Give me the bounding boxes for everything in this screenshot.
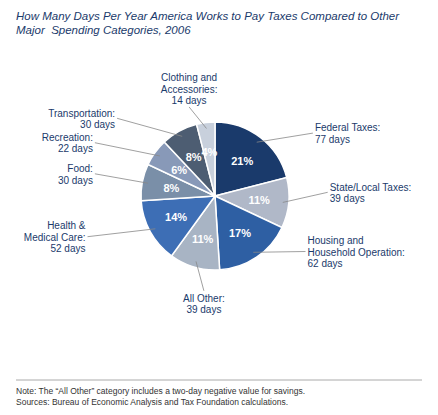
text-line: State/Local Taxes: xyxy=(330,181,412,192)
text-line: 62 days xyxy=(308,258,343,269)
text-line: 77 days xyxy=(315,133,350,144)
text-line: All Other: xyxy=(183,292,225,303)
category-label: Housing andHousehold Operation:62 days xyxy=(308,235,405,269)
data-label: 11% xyxy=(192,233,214,245)
text-line: Health & xyxy=(47,220,86,231)
data-label: 8% xyxy=(186,151,202,163)
text-line: Food: xyxy=(67,163,93,174)
text-line: 22 days xyxy=(58,143,93,154)
text-line: 52 days xyxy=(50,243,85,254)
text-line: Note: The “All Other” category includes … xyxy=(16,386,305,396)
text-line: Transportation: xyxy=(48,107,115,118)
text-line: Federal Taxes: xyxy=(315,122,380,133)
category-label: Transportation:30 days xyxy=(48,107,115,130)
leader-line xyxy=(95,143,160,156)
note: Note: The “All Other” category includes … xyxy=(16,386,305,407)
chart: How Many Days Per Year America Works to … xyxy=(0,0,438,415)
leader-line xyxy=(88,229,156,237)
text-line: Clothing and xyxy=(161,72,217,83)
text-line: Accessories: xyxy=(161,83,218,94)
data-label: 4% xyxy=(201,146,217,158)
text-line: How Many Days Per Year America Works to … xyxy=(16,10,400,22)
separator xyxy=(16,380,422,381)
text-line: Recreation: xyxy=(42,131,93,142)
data-label: 14% xyxy=(165,211,187,223)
slice xyxy=(215,196,282,270)
text-line: 30 days xyxy=(58,174,93,185)
leader-line xyxy=(189,107,206,129)
data-label: 6% xyxy=(171,164,187,176)
leader-line xyxy=(257,133,313,142)
leader-line xyxy=(283,192,328,202)
data-label: 8% xyxy=(163,182,179,194)
data-label: 17% xyxy=(229,227,251,239)
text-line: 39 days xyxy=(186,304,221,315)
text-line: Major Spending Categories, 2006 xyxy=(16,24,191,36)
category-label: All Other:39 days xyxy=(183,292,225,315)
text-line: 39 days xyxy=(330,193,365,204)
text-line: Household Operation: xyxy=(308,246,405,257)
text-line: Housing and xyxy=(308,235,364,246)
category-label: State/Local Taxes:39 days xyxy=(330,181,412,204)
category-label: Health &Medical Care:52 days xyxy=(24,220,86,254)
category-label: Clothing andAccessories:14 days xyxy=(161,72,218,106)
data-label: 11% xyxy=(248,194,270,206)
text-line: 30 days xyxy=(80,119,115,130)
pie: 21%11%17%11%14%8%6%8%4%Federal Taxes:77 … xyxy=(24,72,411,315)
category-label: Food:30 days xyxy=(58,163,93,186)
leader-line xyxy=(95,174,148,183)
leader-line xyxy=(117,118,182,136)
leader-line xyxy=(196,261,204,290)
category-label: Federal Taxes:77 days xyxy=(315,122,380,145)
text-line: Medical Care: xyxy=(24,231,86,242)
category-label: Recreation:22 days xyxy=(42,131,93,154)
slice xyxy=(141,196,215,256)
text-line: Sources: Bureau of Economic Analysis and… xyxy=(16,397,288,407)
title: How Many Days Per Year America Works to … xyxy=(16,10,400,36)
leader-line xyxy=(253,251,305,253)
text-line: 14 days xyxy=(172,95,207,106)
data-label: 21% xyxy=(231,155,253,167)
